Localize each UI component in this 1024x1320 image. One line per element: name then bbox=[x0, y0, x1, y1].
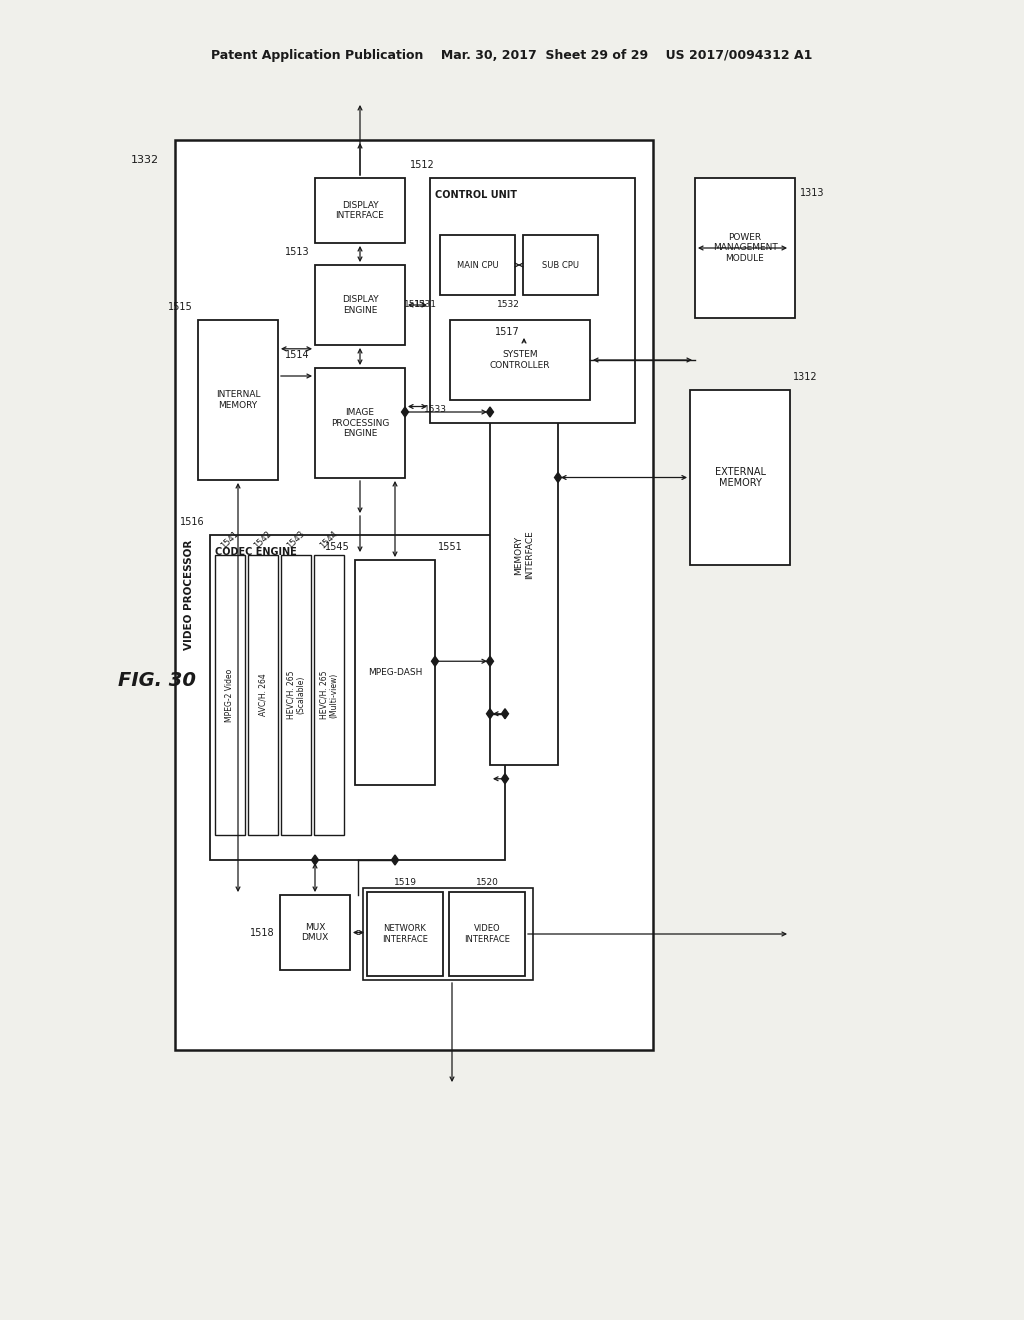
Bar bbox=[449, 892, 525, 975]
Polygon shape bbox=[555, 473, 561, 483]
Bar bbox=[198, 319, 278, 480]
Text: 1313: 1313 bbox=[800, 187, 824, 198]
Bar bbox=[430, 178, 635, 422]
Text: CONTROL UNIT: CONTROL UNIT bbox=[435, 190, 517, 201]
Polygon shape bbox=[502, 709, 509, 719]
Text: MPEG-DASH: MPEG-DASH bbox=[368, 668, 422, 677]
Text: VIDEO PROCESSOR: VIDEO PROCESSOR bbox=[184, 540, 194, 651]
Bar bbox=[210, 535, 505, 861]
Text: 1541: 1541 bbox=[219, 529, 241, 550]
Bar bbox=[450, 319, 590, 400]
Bar bbox=[315, 178, 406, 243]
Text: CODEC ENGINE: CODEC ENGINE bbox=[215, 546, 297, 557]
Bar bbox=[315, 265, 406, 345]
Text: 1512: 1512 bbox=[410, 160, 435, 170]
Text: EXTERNAL
MEMORY: EXTERNAL MEMORY bbox=[715, 467, 766, 488]
Bar bbox=[362, 888, 534, 979]
Text: 1542: 1542 bbox=[252, 529, 273, 550]
Text: 1517: 1517 bbox=[495, 327, 520, 337]
Polygon shape bbox=[502, 774, 509, 784]
Polygon shape bbox=[486, 656, 494, 667]
Text: 1532: 1532 bbox=[497, 300, 520, 309]
Bar bbox=[490, 345, 558, 766]
Text: 1520: 1520 bbox=[475, 878, 499, 887]
Text: 1518: 1518 bbox=[251, 928, 275, 937]
Bar bbox=[175, 140, 653, 1049]
Text: FIG. 30: FIG. 30 bbox=[118, 671, 196, 689]
Text: SUB CPU: SUB CPU bbox=[542, 260, 579, 269]
Text: 1515: 1515 bbox=[168, 302, 193, 312]
Text: HEVC/H. 265
(Scalable): HEVC/H. 265 (Scalable) bbox=[287, 671, 306, 719]
Text: AVC/H. 264: AVC/H. 264 bbox=[258, 673, 267, 717]
Bar bbox=[355, 560, 435, 785]
Bar bbox=[280, 895, 350, 970]
Text: 1544: 1544 bbox=[318, 529, 340, 550]
Text: MPEG-2 Video: MPEG-2 Video bbox=[225, 668, 234, 722]
Text: 1332: 1332 bbox=[131, 154, 159, 165]
Bar bbox=[523, 235, 598, 294]
Text: 1533: 1533 bbox=[424, 405, 447, 414]
Polygon shape bbox=[311, 855, 318, 865]
Text: Patent Application Publication    Mar. 30, 2017  Sheet 29 of 29    US 2017/00943: Patent Application Publication Mar. 30, … bbox=[211, 49, 813, 62]
Text: HEVC/H. 265
(Multi-view): HEVC/H. 265 (Multi-view) bbox=[319, 671, 339, 719]
Text: DISPLAY
ENGINE: DISPLAY ENGINE bbox=[342, 296, 378, 314]
Polygon shape bbox=[401, 407, 409, 417]
Bar bbox=[215, 554, 245, 836]
Text: 1513: 1513 bbox=[286, 247, 310, 257]
Text: 1531: 1531 bbox=[414, 300, 437, 309]
Polygon shape bbox=[486, 709, 494, 719]
Bar bbox=[367, 892, 443, 975]
Text: MUX
DMUX: MUX DMUX bbox=[301, 923, 329, 942]
Bar bbox=[281, 554, 311, 836]
Bar bbox=[314, 554, 344, 836]
Polygon shape bbox=[431, 656, 438, 667]
Text: POWER
MANAGEMENT
MODULE: POWER MANAGEMENT MODULE bbox=[713, 234, 777, 263]
Bar bbox=[315, 368, 406, 478]
Text: 1545: 1545 bbox=[326, 543, 350, 552]
Text: INTERNAL
MEMORY: INTERNAL MEMORY bbox=[216, 391, 260, 409]
Text: 1511: 1511 bbox=[404, 300, 427, 309]
Text: NETWORK
INTERFACE: NETWORK INTERFACE bbox=[382, 924, 428, 944]
Bar bbox=[248, 554, 278, 836]
Text: MEMORY
INTERFACE: MEMORY INTERFACE bbox=[514, 531, 534, 579]
Polygon shape bbox=[486, 407, 494, 417]
Bar bbox=[440, 235, 515, 294]
Text: SYSTEM
CONTROLLER: SYSTEM CONTROLLER bbox=[489, 350, 550, 370]
Text: 1551: 1551 bbox=[438, 543, 463, 552]
Polygon shape bbox=[391, 855, 398, 865]
Bar bbox=[690, 389, 790, 565]
Text: 1543: 1543 bbox=[286, 529, 306, 550]
Text: 1519: 1519 bbox=[393, 878, 417, 887]
Text: 1514: 1514 bbox=[286, 350, 310, 360]
Text: VIDEO
INTERFACE: VIDEO INTERFACE bbox=[464, 924, 510, 944]
Text: 1312: 1312 bbox=[793, 372, 817, 381]
Bar bbox=[695, 178, 795, 318]
Text: DISPLAY
INTERFACE: DISPLAY INTERFACE bbox=[336, 201, 384, 220]
Text: MAIN CPU: MAIN CPU bbox=[457, 260, 499, 269]
Text: 1516: 1516 bbox=[180, 517, 205, 527]
Text: IMAGE
PROCESSING
ENGINE: IMAGE PROCESSING ENGINE bbox=[331, 408, 389, 438]
